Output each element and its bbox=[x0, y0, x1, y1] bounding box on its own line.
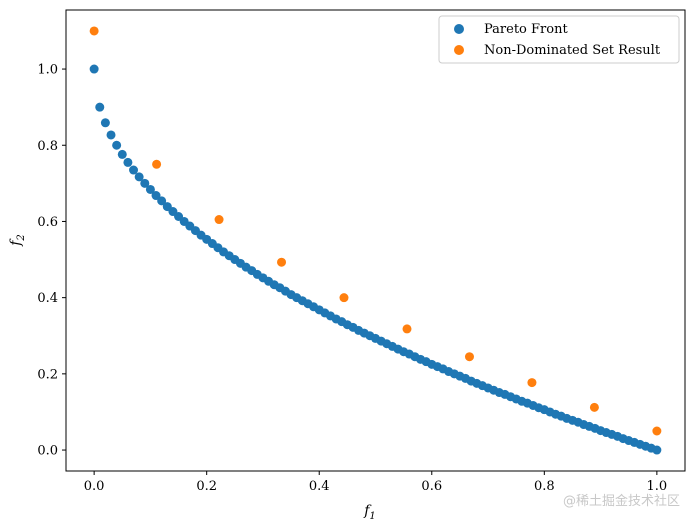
y-tick-label: 0.2 bbox=[37, 367, 58, 382]
pareto-front-point bbox=[129, 165, 139, 175]
non-dominated-point bbox=[277, 257, 287, 267]
legend-marker-pareto-front bbox=[454, 24, 464, 34]
y-tick-label: 1.0 bbox=[37, 63, 58, 78]
y-axis: 0.0 0.2 0.4 0.6 0.8 1.0 bbox=[37, 63, 66, 459]
y-tick-label: 0.6 bbox=[37, 215, 58, 230]
y-tick-label: 0.8 bbox=[37, 139, 58, 154]
x-axis-label: f1 bbox=[363, 503, 376, 522]
pareto-front-point bbox=[112, 140, 122, 150]
x-tick-label: 0.0 bbox=[84, 479, 105, 494]
non-dominated-point bbox=[339, 293, 349, 303]
legend-label-non-dominated-set: Non-Dominated Set Result bbox=[484, 43, 661, 58]
scatter-points bbox=[89, 26, 662, 455]
pareto-front-point bbox=[123, 157, 133, 167]
pareto-front-point bbox=[95, 102, 105, 112]
y-axis-label-subscript: 2 bbox=[16, 234, 27, 241]
non-dominated-point bbox=[589, 402, 599, 412]
non-dominated-point bbox=[652, 426, 662, 436]
non-dominated-point bbox=[89, 26, 99, 36]
pareto-front-point bbox=[106, 130, 116, 140]
x-tick-label: 0.4 bbox=[309, 479, 330, 494]
legend-label-pareto-front: Pareto Front bbox=[484, 22, 568, 37]
watermark: @稀土掘金技术社区 bbox=[563, 493, 680, 509]
x-axis: 0.0 0.2 0.4 0.6 0.8 1.0 bbox=[84, 471, 667, 494]
pareto-front-point bbox=[140, 178, 150, 188]
x-tick-label: 0.6 bbox=[421, 479, 442, 494]
pareto-front-point bbox=[652, 445, 662, 455]
non-dominated-point bbox=[527, 378, 537, 388]
pareto-front-point bbox=[157, 196, 167, 206]
legend-marker-non-dominated-set bbox=[454, 45, 464, 55]
plot-area bbox=[65, 9, 686, 472]
x-tick-label: 1.0 bbox=[647, 479, 668, 494]
pareto-front-point bbox=[100, 118, 110, 128]
legend-box bbox=[438, 15, 680, 64]
pareto-front-point bbox=[89, 64, 99, 74]
non-dominated-point bbox=[464, 352, 474, 362]
pareto-front-point bbox=[145, 184, 155, 194]
pareto-front-point bbox=[151, 191, 161, 201]
x-axis-label-subscript: 1 bbox=[369, 511, 375, 522]
non-dominated-point bbox=[402, 324, 412, 334]
pareto-front-point bbox=[117, 149, 127, 159]
non-dominated-point bbox=[214, 215, 224, 225]
non-dominated-point bbox=[152, 159, 162, 169]
y-tick-label: 0.0 bbox=[37, 444, 58, 459]
y-tick-label: 0.4 bbox=[37, 291, 58, 306]
y-axis-label: f2 bbox=[8, 234, 27, 247]
legend: Pareto Front Non-Dominated Set Result bbox=[438, 15, 680, 64]
x-tick-label: 0.8 bbox=[534, 479, 555, 494]
x-tick-label: 0.2 bbox=[196, 479, 217, 494]
pareto-front-point bbox=[134, 172, 144, 182]
